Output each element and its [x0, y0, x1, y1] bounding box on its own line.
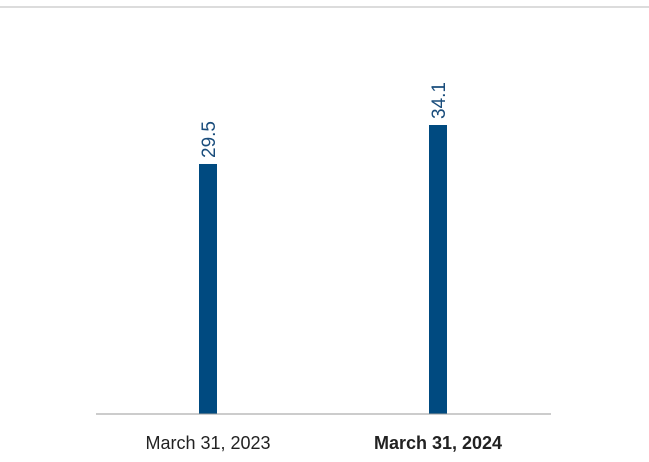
labels-layer: 29.5 March 31, 2023 34.1 March 31, 2024 — [145, 82, 502, 453]
bar-2 — [429, 125, 447, 414]
bars-layer — [199, 125, 447, 414]
data-label-1: 29.5 — [199, 121, 220, 158]
bar-1 — [199, 163, 217, 414]
category-label-1: March 31, 2023 — [145, 433, 270, 453]
data-label-2: 34.1 — [429, 82, 450, 119]
category-label-2: March 31, 2024 — [374, 433, 502, 453]
